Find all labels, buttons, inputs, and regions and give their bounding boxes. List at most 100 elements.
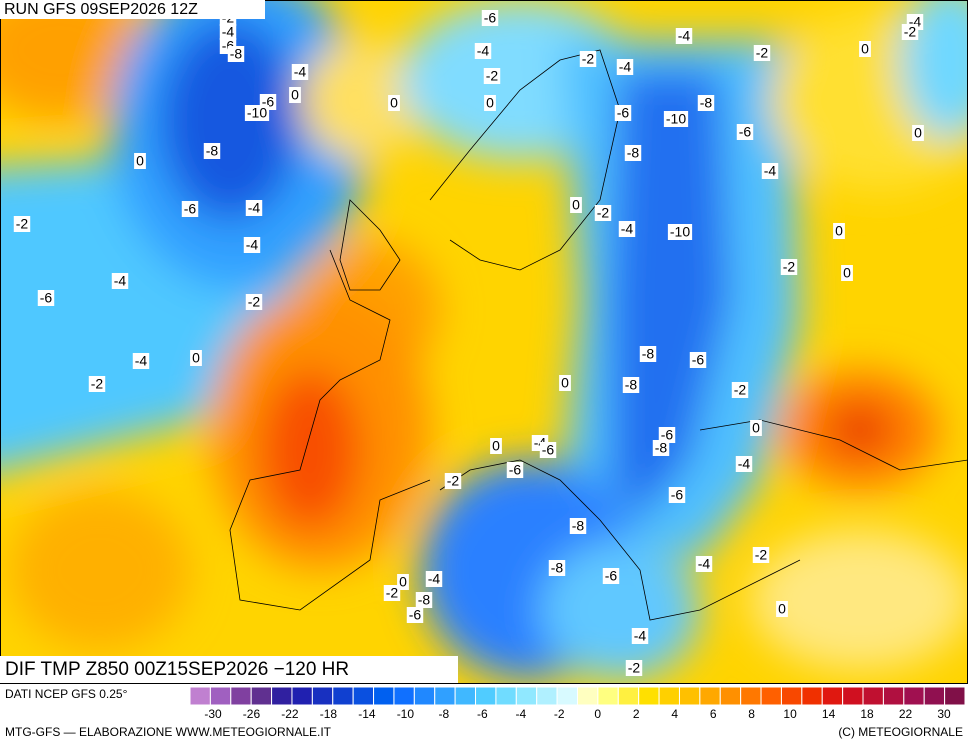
colorbar-swatch: [597, 686, 619, 706]
colorbar-swatch: [271, 686, 293, 706]
run-title: RUN GFS 09SEP2026 12Z: [4, 1, 198, 18]
contour-label-bg: [750, 420, 762, 436]
colorbar-swatch: [842, 686, 864, 706]
contour-label-text: -8: [418, 592, 431, 608]
contour-label-bg: [616, 59, 634, 75]
contour-label: 0: [559, 375, 571, 391]
contour-label-text: -6: [184, 201, 197, 217]
colorbar-swatch: [230, 686, 252, 706]
contour-label-bg: [383, 585, 401, 601]
contour-label-bg: [658, 427, 676, 443]
contour-label-bg: [483, 68, 501, 84]
contour-label-bg: [736, 124, 754, 140]
colorbar-swatch: [250, 686, 273, 706]
colorbar-tick-label: 0: [594, 707, 601, 721]
contour-label-text: -6: [617, 105, 630, 121]
contour-label-bg: [244, 105, 270, 121]
contour-label-bg: [752, 547, 770, 563]
contour-label-text: -8: [700, 95, 713, 111]
colorbar-tick-label: -10: [397, 707, 415, 721]
contour-label-text: -2: [248, 294, 261, 310]
contour-label-bg: [697, 95, 715, 111]
colorbar-tick-label: 2: [633, 707, 640, 721]
contour-label-bg: [243, 237, 261, 253]
contour-label-text: -6: [605, 568, 618, 584]
contour-label-bg: [134, 153, 146, 169]
contour-label-bg: [245, 294, 263, 310]
contour-label-bg: [689, 352, 707, 368]
contour-label: -2: [594, 205, 612, 221]
contour-label: -6: [668, 487, 686, 503]
contour-label: -6: [539, 442, 557, 458]
contour-label-text: 0: [486, 95, 494, 111]
contour-label: -6: [406, 607, 424, 623]
contour-label: -8: [203, 143, 221, 159]
contour-label-bg: [245, 200, 263, 216]
colorbar-swatch: [638, 686, 660, 706]
contour-label-text: -2: [582, 51, 595, 67]
contour-label: -10: [244, 105, 270, 121]
contour-label-text: 0: [572, 197, 580, 213]
colorbar-swatch: [189, 686, 211, 706]
contour-label: -6: [481, 10, 499, 26]
contour-label-text: -8: [206, 143, 219, 159]
contour-label-bg: [631, 628, 649, 644]
contour-label: -10: [663, 111, 689, 127]
contour-label-text: 0: [835, 223, 843, 239]
contour-label-text: -8: [627, 145, 640, 161]
contour-label: -8: [548, 560, 566, 576]
colorbar-swatch: [475, 686, 497, 706]
contour-label: -2: [901, 24, 919, 40]
contour-label-bg: [675, 28, 693, 44]
contour-label-bg: [397, 574, 409, 590]
contour-label-bg: [227, 46, 245, 62]
colorbar-tick-label: -18: [320, 707, 338, 721]
colorbar-tick-label: -4: [515, 707, 526, 721]
colorbar-tick-label: 14: [822, 707, 836, 721]
colorbar-swatch: [495, 686, 517, 706]
contour-label: 0: [912, 125, 924, 141]
contour-label-text: -4: [738, 456, 751, 472]
contour-label: -4: [474, 43, 492, 59]
contour-label: -2: [245, 294, 263, 310]
colorbar-swatch: [577, 686, 599, 706]
contour-label-bg: [559, 375, 571, 391]
map-field: [0, 0, 968, 683]
contour-label-text: -2: [91, 376, 104, 392]
contour-label-text: -10: [247, 105, 267, 121]
contour-label: -6: [602, 568, 620, 584]
colorbar-swatch: [291, 686, 313, 706]
contour-label-bg: [833, 223, 845, 239]
colorbar-swatch: [801, 686, 823, 706]
contour-label-text: 0: [843, 265, 851, 281]
contour-label-bg: [639, 346, 657, 362]
contour-label: -8: [624, 145, 642, 161]
contour-label-bg: [539, 442, 557, 458]
contour-label-bg: [181, 201, 199, 217]
colorbar-swatch: [882, 686, 905, 706]
contour-label: -2: [625, 660, 643, 676]
contour-label-bg: [291, 64, 309, 80]
contour-label-bg: [735, 456, 753, 472]
contour-label-text: -2: [386, 585, 399, 601]
colorbar-tick-label: 4: [671, 707, 678, 721]
contour-label-bg: [663, 111, 689, 127]
contour-label: -4: [243, 237, 261, 253]
contour-label: -2: [731, 382, 749, 398]
contour-label: -2: [753, 45, 771, 61]
contour-label-text: 0: [390, 95, 398, 111]
contour-label: -6: [506, 462, 524, 478]
colorbar-swatch: [780, 686, 803, 706]
contour-label-bg: [548, 560, 566, 576]
contour-label: -8: [622, 377, 640, 393]
contour-label: -10: [667, 224, 693, 240]
colorbar-swatch: [352, 686, 375, 706]
contour-label-bg: [190, 350, 202, 366]
footer-credit: MTG-GFS — ELABORAZIONE WWW.METEOGIORNALE…: [5, 725, 332, 739]
contour-label-text: 0: [914, 125, 922, 141]
contour-label-bg: [444, 473, 462, 489]
contour-label-text: 0: [399, 574, 407, 590]
contour-label-text: -2: [486, 68, 499, 84]
contour-label-bg: [484, 95, 496, 111]
